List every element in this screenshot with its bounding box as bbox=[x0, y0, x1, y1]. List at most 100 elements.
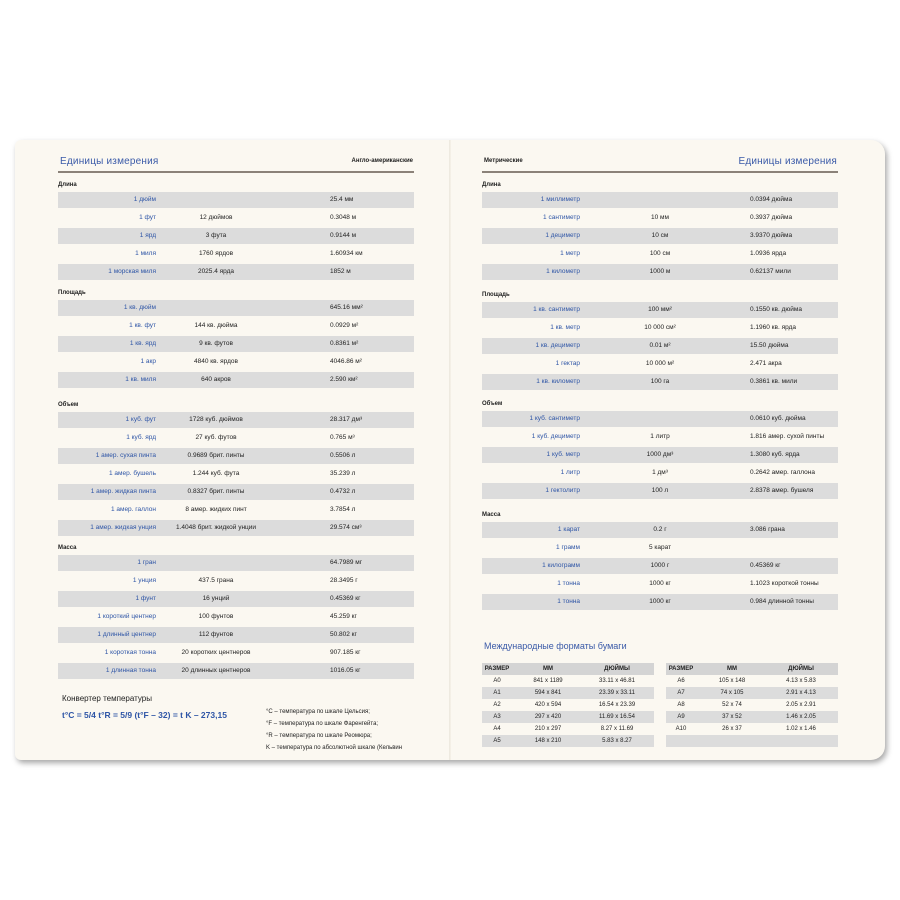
unit-equivalent: 12 дюймов bbox=[199, 214, 233, 221]
table-row: 1 амер. жидкая унция 1.4048 брит. жидкой … bbox=[58, 520, 414, 536]
unit-metric-value: 0.1550 кв. дюйма bbox=[750, 306, 802, 313]
unit-name: 1 сантиметр bbox=[543, 214, 580, 221]
unit-equivalent: 100 фунтов bbox=[198, 613, 234, 620]
section-heading: Площадь bbox=[58, 290, 86, 296]
unit-name: 1 кв. сантиметр bbox=[533, 306, 580, 313]
unit-equivalent: 4840 кв. ярдов bbox=[193, 358, 239, 365]
unit-metric-value: 0.0394 дюйма bbox=[750, 196, 793, 203]
table-row: 1 куб. ярд 27 куб. футов 0.765 м³ bbox=[58, 430, 414, 446]
page-gutter bbox=[449, 140, 451, 760]
table-row: 1 кв. ярд 9 кв. футов 0.8361 м² bbox=[58, 336, 414, 352]
unit-metric-value: 1016.05 кг bbox=[330, 667, 361, 674]
table-row: 1 тонна 1000 кг 1.1023 короткой тонны bbox=[482, 576, 838, 592]
paper-row: A10 26 x 37 1.02 x 1.46 bbox=[666, 723, 838, 735]
table-row: 1 тонна 1000 кг 0.984 длинной тонны bbox=[482, 594, 838, 610]
paper-row: A8 52 x 74 2.05 x 2.91 bbox=[666, 699, 838, 711]
temperature-note: °R – температура по шкале Реомюра; bbox=[266, 733, 372, 739]
paper-size: A10 bbox=[675, 726, 687, 732]
unit-name: 1 амер. сухая пинта bbox=[95, 452, 156, 459]
paper-row: A0 841 x 1189 33.11 x 46.81 bbox=[482, 675, 654, 687]
unit-equivalent: 3 фута bbox=[205, 232, 227, 239]
unit-metric-value: 1.3080 куб. ярда bbox=[750, 451, 800, 458]
unit-name: 1 фут bbox=[139, 214, 156, 221]
unit-name: 1 куб. дециметр bbox=[531, 433, 580, 440]
unit-metric-value: 1.60934 км bbox=[330, 250, 363, 257]
unit-metric-value: 3.9370 дюйма bbox=[750, 232, 793, 239]
temperature-notes: °C – температура по шкале Цельсия; °F – … bbox=[266, 706, 402, 754]
unit-equivalent: 640 акров bbox=[201, 376, 231, 383]
unit-metric-value: 0.3048 м bbox=[330, 214, 357, 221]
size-mm: 148 x 210 bbox=[534, 738, 562, 744]
table-row: 1 куб. метр 1000 дм³ 1.3080 куб. ярда bbox=[482, 447, 838, 463]
unit-name: 1 тонна bbox=[557, 598, 580, 605]
unit-equivalent: 0.8327 брит. пинты bbox=[187, 488, 245, 495]
unit-equivalent: 1.4048 брит. жидкой унции bbox=[175, 524, 257, 531]
paper-table-right: РАЗМЕР ММ ДЮЙМЫ A6 105 x 148 4.13 x 5.83 A7 74 … bbox=[666, 663, 838, 747]
unit-equivalent: 437.5 грана bbox=[198, 577, 234, 584]
table-row: 1 унция 437.5 грана 28.3495 г bbox=[58, 573, 414, 589]
unit-name: 1 унция bbox=[132, 577, 156, 584]
table-row: 1 фунт 16 унций 0.45369 кг bbox=[58, 591, 414, 607]
table-row: 1 куб. фут 1728 куб. дюймов 28.317 дм³ bbox=[58, 412, 414, 428]
paper-size: A9 bbox=[677, 714, 685, 720]
unit-metric-value: 1.1960 кв. ярда bbox=[750, 324, 796, 331]
unit-equivalent: 2025.4 ярда bbox=[197, 268, 235, 275]
unit-equivalent: 20 коротких центнеров bbox=[181, 649, 251, 656]
unit-name: 1 миллиметр bbox=[540, 196, 580, 203]
unit-metric-value: 35.239 л bbox=[330, 470, 356, 477]
unit-equivalent: 1000 кг bbox=[649, 598, 671, 605]
size-mm: 841 x 1189 bbox=[533, 678, 563, 684]
unit-metric-value: 0.765 м³ bbox=[330, 434, 355, 441]
unit-section: Площадь 1 кв. дюйм 645.16 мм² 1 кв. фут 144 … bbox=[58, 286, 414, 390]
unit-name: 1 карат bbox=[557, 526, 580, 533]
unit-metric-value: 0.3937 дюйма bbox=[750, 214, 793, 221]
unit-name: 1 дециметр bbox=[545, 232, 580, 239]
table-row: 1 килограмм 1000 г 0.45369 кг bbox=[482, 558, 838, 574]
unit-metric-value: 2.8378 амер. бушеля bbox=[750, 487, 814, 494]
size-inches: 1.02 x 1.46 bbox=[786, 726, 816, 732]
unit-metric-value: 1852 м bbox=[330, 268, 351, 275]
unit-equivalent: 0.01 м² bbox=[649, 342, 671, 349]
table-row: 1 амер. бушель 1.244 куб. фута 35.239 л bbox=[58, 466, 414, 482]
table-row: 1 ярд 3 фута 0.9144 м bbox=[58, 228, 414, 244]
unit-name: 1 амер. галлон bbox=[110, 506, 156, 513]
size-mm: 420 x 594 bbox=[534, 702, 562, 708]
unit-name: 1 куб. сантиметр bbox=[529, 415, 580, 422]
paper-table-header: РАЗМЕР ММ ДЮЙМЫ bbox=[482, 663, 654, 675]
size-inches: 8.27 x 11.69 bbox=[600, 726, 634, 732]
paper-table-left: РАЗМЕР ММ ДЮЙМЫ A0 841 x 1189 33.11 x 46.81 A1… bbox=[482, 663, 654, 747]
size-mm: 37 x 52 bbox=[722, 714, 742, 720]
table-row: 1 длинная тонна 20 длинных центнеров 1016.… bbox=[58, 663, 414, 679]
table-row: 1 длинный центнер 112 фунтов 50.802 кг bbox=[58, 627, 414, 643]
left-header-rule bbox=[58, 171, 414, 173]
size-mm: 594 x 841 bbox=[534, 690, 562, 696]
unit-metric-value: 29.574 см³ bbox=[330, 524, 362, 531]
unit-metric-value: 1.816 амер. сухой пинты bbox=[750, 433, 825, 440]
unit-name: 1 короткая тонна bbox=[104, 649, 156, 656]
size-inches: 33.11 x 46.81 bbox=[599, 678, 635, 684]
section-heading: Объем bbox=[58, 402, 79, 408]
paper-size: A0 bbox=[493, 678, 501, 684]
paper-size: A1 bbox=[493, 690, 501, 696]
table-row: 1 морская миля 2025.4 ярда 1852 м bbox=[58, 264, 414, 280]
paper-row: A9 37 x 52 1.46 x 2.05 bbox=[666, 711, 838, 723]
unit-metric-value: 0.4732 л bbox=[330, 488, 356, 495]
unit-metric-value: 0.45369 кг bbox=[750, 562, 781, 569]
unit-equivalent: 16 унций bbox=[202, 595, 230, 602]
temperature-note: °F – температура по шкале Фаренгейта; bbox=[266, 721, 379, 727]
size-mm: 74 x 105 bbox=[720, 690, 744, 696]
unit-metric-value: 28.317 дм³ bbox=[330, 416, 363, 423]
temperature-note: °C – температура по шкале Цельсия; bbox=[266, 709, 370, 715]
size-inches: 4.13 x 5.83 bbox=[786, 678, 816, 684]
column-header: ММ bbox=[727, 666, 737, 672]
unit-metric-value: 3.7854 л bbox=[330, 506, 356, 513]
unit-section: Объем 1 куб. фут 1728 куб. дюймов 28.317 дм… bbox=[58, 398, 414, 538]
unit-section: Площадь 1 кв. сантиметр 100 мм² 0.1550 кв. … bbox=[482, 288, 838, 392]
unit-metric-value: 45.259 кг bbox=[330, 613, 357, 620]
unit-equivalent: 100 л bbox=[651, 487, 669, 494]
unit-equivalent: 27 куб. футов bbox=[195, 434, 237, 441]
unit-equivalent: 1728 куб. дюймов bbox=[189, 416, 243, 423]
unit-metric-value: 0.2642 амер. галлона bbox=[750, 469, 815, 476]
unit-name: 1 килограмм bbox=[542, 562, 580, 569]
unit-name: 1 литр bbox=[560, 469, 580, 476]
